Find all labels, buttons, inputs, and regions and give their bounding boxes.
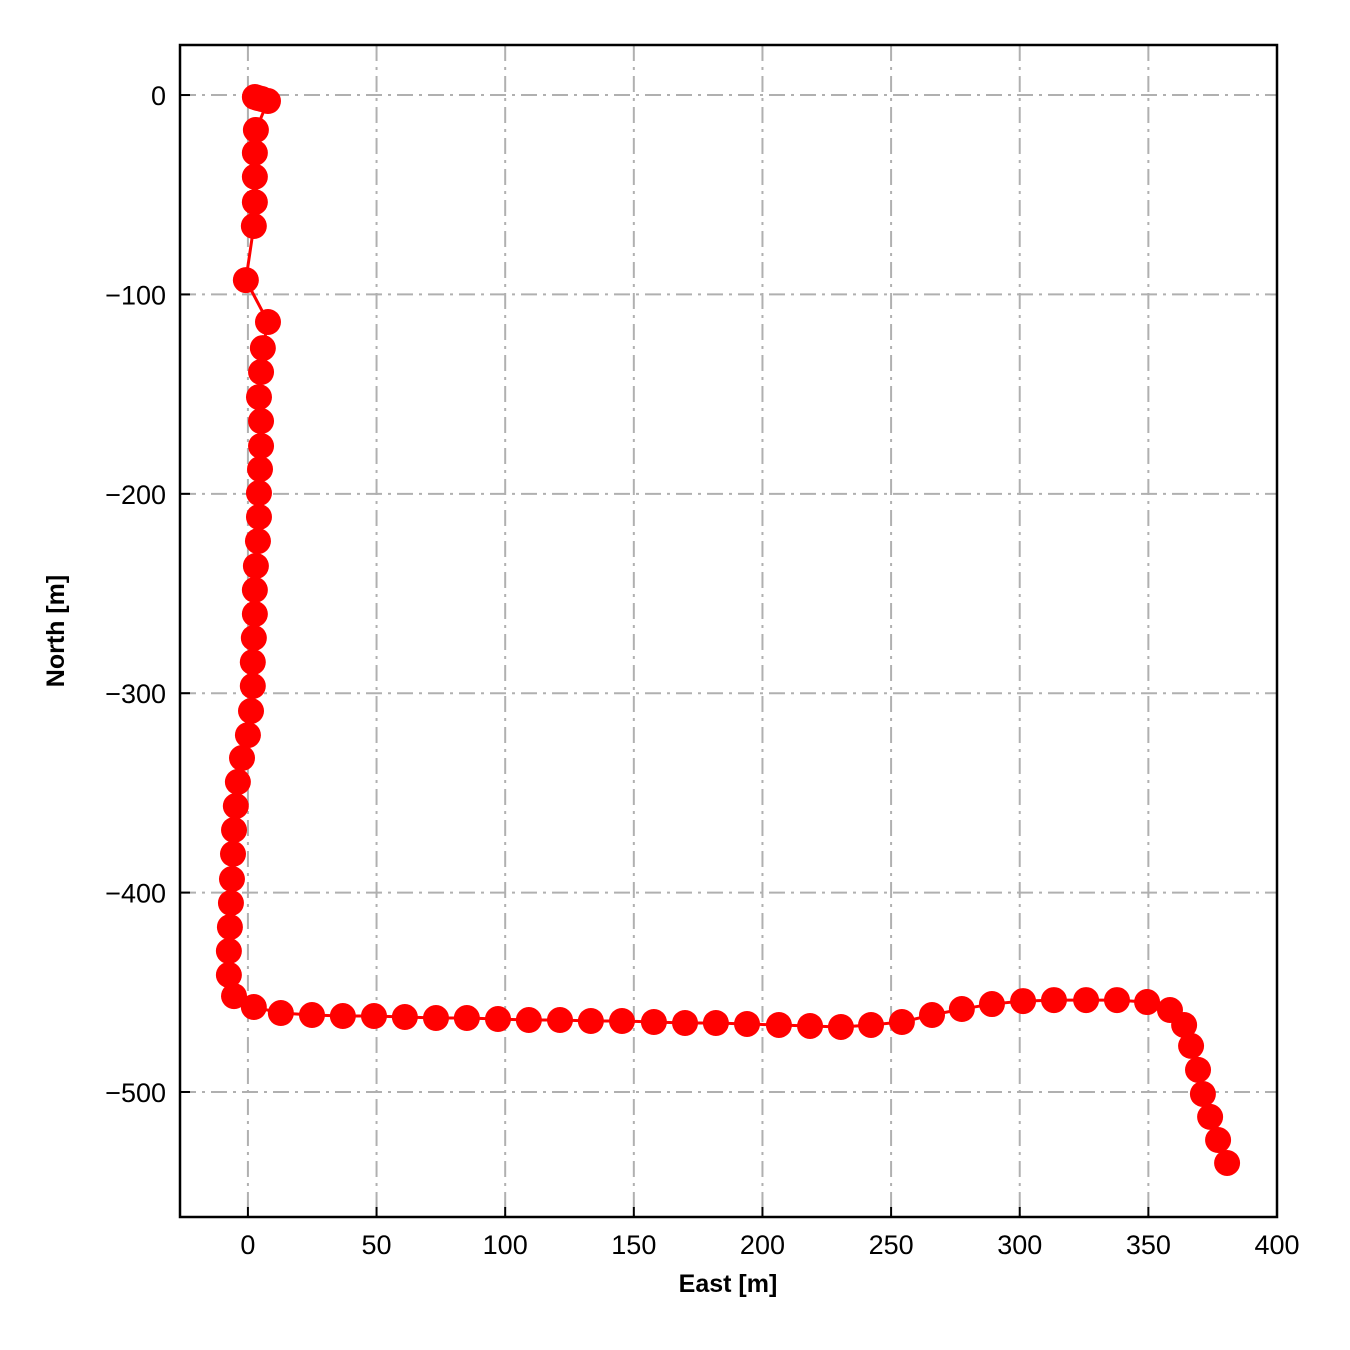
- point: [247, 456, 274, 483]
- point: [515, 1007, 542, 1034]
- point: [240, 624, 267, 651]
- point: [1205, 1127, 1232, 1154]
- point: [244, 528, 271, 555]
- point: [948, 996, 975, 1023]
- point: [1134, 989, 1161, 1016]
- point: [229, 745, 256, 772]
- point: [249, 335, 276, 362]
- point: [546, 1007, 573, 1034]
- x-tick-label: 300: [997, 1230, 1042, 1260]
- point: [1185, 1056, 1212, 1083]
- x-axis-title: East [m]: [679, 1270, 778, 1298]
- point: [329, 1003, 356, 1030]
- point: [218, 866, 245, 893]
- point: [298, 1002, 325, 1029]
- x-tick-label: 0: [240, 1230, 255, 1260]
- point: [241, 576, 268, 603]
- point: [827, 1013, 854, 1040]
- point: [215, 961, 242, 988]
- point: [1103, 987, 1130, 1014]
- point: [232, 267, 259, 294]
- x-tick-label: 250: [869, 1230, 914, 1260]
- point: [241, 163, 268, 190]
- point: [221, 983, 248, 1010]
- point: [248, 358, 275, 385]
- x-tick-label: 200: [740, 1230, 785, 1260]
- point: [222, 793, 249, 820]
- y-tick-label: −200: [105, 480, 166, 510]
- point: [242, 552, 269, 579]
- point: [391, 1004, 418, 1031]
- point: [672, 1009, 699, 1036]
- point: [238, 697, 265, 724]
- point: [765, 1011, 792, 1038]
- x-tick-label: 50: [362, 1230, 392, 1260]
- x-tick-label: 150: [611, 1230, 656, 1260]
- y-axis-title: North [m]: [42, 575, 70, 687]
- point: [1189, 1080, 1216, 1107]
- x-tick-label: 350: [1126, 1230, 1171, 1260]
- point: [360, 1003, 387, 1030]
- point: [1010, 988, 1037, 1015]
- point: [1214, 1149, 1241, 1176]
- point: [734, 1010, 761, 1037]
- point: [239, 673, 266, 700]
- point: [245, 384, 272, 411]
- point: [239, 649, 266, 676]
- point: [215, 938, 242, 965]
- point: [216, 914, 243, 941]
- point: [640, 1008, 667, 1035]
- point: [240, 213, 267, 240]
- point: [577, 1008, 604, 1035]
- point: [254, 308, 281, 335]
- point: [422, 1005, 449, 1032]
- y-tick-label: 0: [151, 81, 166, 111]
- point: [919, 1002, 946, 1029]
- point: [217, 889, 244, 916]
- point: [888, 1008, 915, 1035]
- point: [1197, 1103, 1224, 1130]
- point: [858, 1011, 885, 1038]
- point: [219, 840, 246, 867]
- x-tick-label: 400: [1254, 1230, 1299, 1260]
- point: [221, 816, 248, 843]
- point: [1171, 1011, 1198, 1038]
- y-tick-label: −400: [105, 879, 166, 909]
- point: [245, 480, 272, 507]
- y-tick-label: −100: [105, 280, 166, 310]
- point: [1040, 987, 1067, 1014]
- point: [978, 991, 1005, 1018]
- point: [241, 601, 268, 628]
- point: [234, 722, 261, 749]
- point: [242, 116, 269, 143]
- point: [702, 1009, 729, 1036]
- y-tick-label: −300: [105, 679, 166, 709]
- point: [240, 994, 267, 1021]
- point: [797, 1012, 824, 1039]
- point: [241, 139, 268, 166]
- point: [254, 88, 281, 115]
- point: [224, 768, 251, 795]
- point: [245, 503, 272, 530]
- point: [484, 1006, 511, 1033]
- point: [453, 1005, 480, 1032]
- x-tick-label: 100: [483, 1230, 528, 1260]
- point: [248, 408, 275, 435]
- plot-frame: [178, 43, 1279, 1219]
- point: [248, 432, 275, 459]
- point: [608, 1008, 635, 1035]
- point: [241, 189, 268, 216]
- point: [1178, 1032, 1205, 1059]
- y-tick-label: −500: [105, 1078, 166, 1108]
- point: [267, 1000, 294, 1027]
- point: [1073, 987, 1100, 1014]
